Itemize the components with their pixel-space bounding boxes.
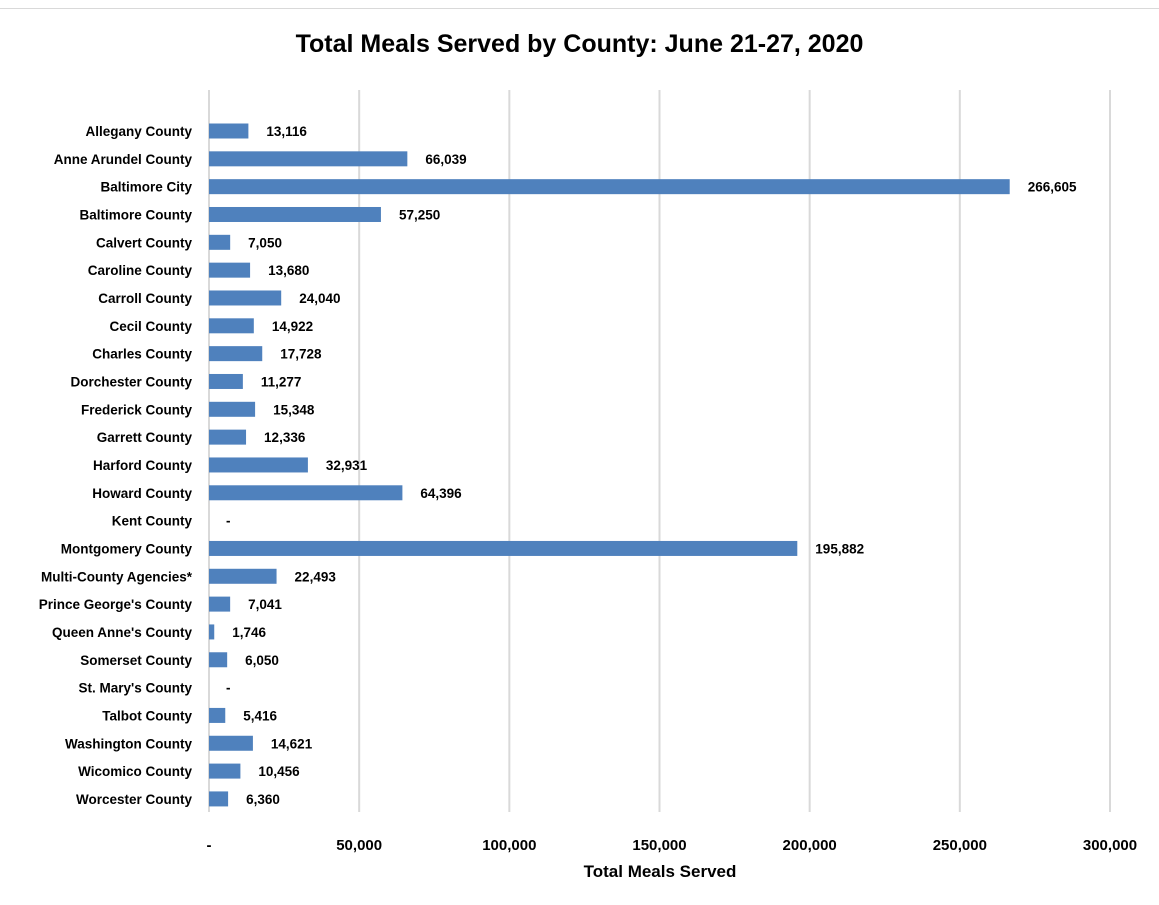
x-tick-label: - <box>207 837 212 854</box>
data-label: 15,348 <box>273 402 315 417</box>
data-labels: 13,116 66,039 266,605 57,250 7,050 13,680 24,0… <box>226 124 1077 807</box>
data-label: 6,360 <box>246 792 280 807</box>
category-label: Anne Arundel County <box>54 152 193 167</box>
data-label: 57,250 <box>399 207 440 222</box>
category-label: Multi-County Agencies* <box>41 569 193 584</box>
bar <box>209 763 241 779</box>
bar <box>209 346 263 362</box>
category-label: Allegany County <box>85 124 192 139</box>
data-label: 24,040 <box>299 291 340 306</box>
category-labels: Allegany County Anne Arundel County Baltim… <box>39 124 193 807</box>
category-label: Carroll County <box>98 291 192 306</box>
bar <box>209 735 253 751</box>
data-label: - <box>226 681 231 696</box>
data-label: 64,396 <box>420 486 462 501</box>
bar <box>209 652 228 668</box>
bar <box>209 624 215 640</box>
data-label: 32,931 <box>326 458 368 473</box>
bar <box>209 290 282 306</box>
bar <box>209 791 229 807</box>
data-label: 22,493 <box>295 569 337 584</box>
category-label: St. Mary's County <box>79 681 193 696</box>
data-label: 266,605 <box>1028 180 1077 195</box>
bar <box>209 457 308 473</box>
chart-title: Total Meals Served by County: June 21-27… <box>295 30 864 58</box>
bar <box>209 206 381 222</box>
data-label: 13,116 <box>266 124 307 139</box>
bar <box>209 596 231 612</box>
x-tick-label: 200,000 <box>783 837 837 854</box>
data-label: 5,416 <box>243 708 277 723</box>
category-label: Baltimore City <box>100 180 192 195</box>
data-label: 14,922 <box>272 319 313 334</box>
data-label: 17,728 <box>280 347 322 362</box>
category-label: Worcester County <box>76 792 193 807</box>
bar <box>209 429 247 445</box>
category-label: Prince George's County <box>39 597 193 612</box>
category-label: Queen Anne's County <box>52 625 192 640</box>
data-label: 66,039 <box>425 152 466 167</box>
data-label: - <box>226 514 231 529</box>
bar <box>209 318 254 334</box>
top-divider <box>0 8 1159 9</box>
category-label: Baltimore County <box>79 207 192 222</box>
bar <box>209 401 256 417</box>
category-label: Cecil County <box>109 319 192 334</box>
x-tick-label: 300,000 <box>1083 837 1137 854</box>
bar <box>209 262 251 278</box>
bar <box>209 151 408 167</box>
category-label: Calvert County <box>96 235 193 250</box>
bars <box>209 123 1010 807</box>
bar <box>209 485 403 501</box>
bar <box>209 123 249 139</box>
x-tick-labels: - 50,000 100,000 150,000 200,000 250,000 300,0… <box>207 837 1138 854</box>
category-label: Montgomery County <box>61 541 193 556</box>
data-label: 1,746 <box>232 625 266 640</box>
bar <box>209 568 277 584</box>
x-axis-label: Total Meals Served <box>583 862 737 881</box>
data-label: 13,680 <box>268 263 309 278</box>
category-label: Harford County <box>93 458 192 473</box>
data-label: 12,336 <box>264 430 306 445</box>
bar <box>209 234 231 250</box>
category-label: Dorchester County <box>70 374 192 389</box>
bar <box>209 707 226 723</box>
category-label: Talbot County <box>102 708 192 723</box>
category-label: Kent County <box>112 514 193 529</box>
data-label: 195,882 <box>815 541 864 556</box>
gridlines <box>208 90 1111 812</box>
bar <box>209 540 798 556</box>
category-label: Wicomico County <box>78 764 192 779</box>
data-label: 11,277 <box>261 374 302 389</box>
x-tick-label: 50,000 <box>336 837 382 854</box>
category-label: Caroline County <box>88 263 193 278</box>
category-label: Somerset County <box>80 653 192 668</box>
data-label: 10,456 <box>258 764 300 779</box>
data-label: 6,050 <box>245 653 279 668</box>
x-tick-label: 250,000 <box>933 837 987 854</box>
bar <box>209 373 243 389</box>
category-label: Garrett County <box>97 430 193 445</box>
x-tick-label: 100,000 <box>482 837 536 854</box>
category-label: Charles County <box>92 347 192 362</box>
x-tick-label: 150,000 <box>632 837 686 854</box>
category-label: Howard County <box>92 486 192 501</box>
bar <box>209 179 1010 195</box>
data-label: 7,050 <box>248 235 282 250</box>
data-label: 14,621 <box>271 736 313 751</box>
category-label: Washington County <box>65 736 192 751</box>
data-label: 7,041 <box>248 597 282 612</box>
category-label: Frederick County <box>81 402 193 417</box>
